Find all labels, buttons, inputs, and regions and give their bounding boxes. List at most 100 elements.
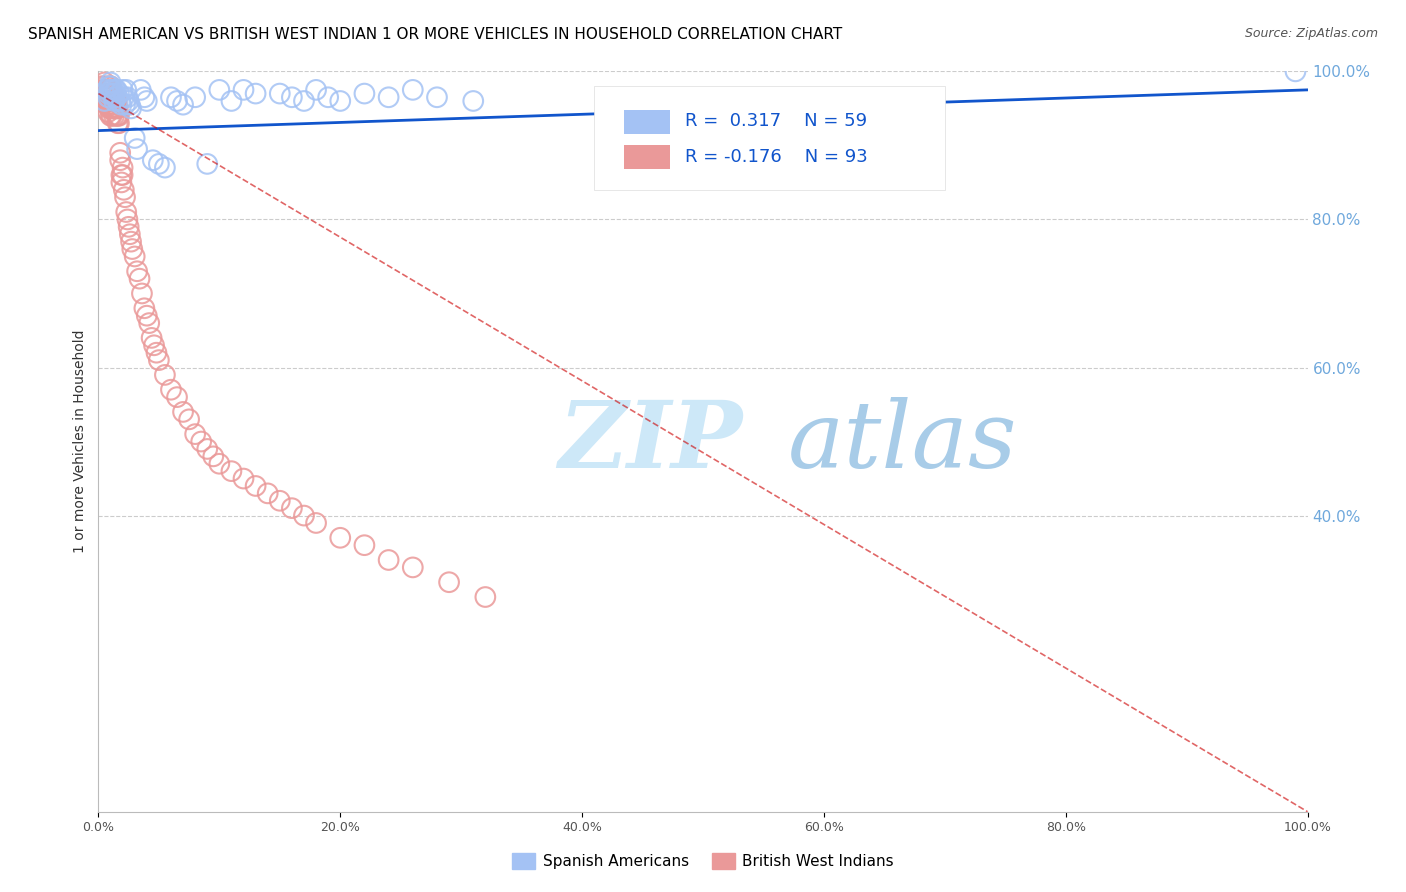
Text: atlas: atlas <box>787 397 1017 486</box>
Point <box>172 405 194 419</box>
Point <box>316 90 339 104</box>
Point <box>104 94 127 108</box>
Point <box>93 75 115 89</box>
Point <box>101 87 124 101</box>
Point <box>377 553 399 567</box>
Point <box>184 427 207 442</box>
Text: Source: ZipAtlas.com: Source: ZipAtlas.com <box>1244 27 1378 40</box>
Point <box>100 102 122 116</box>
Point <box>105 90 128 104</box>
Point <box>93 83 115 97</box>
Point <box>124 131 146 145</box>
Point <box>101 87 124 101</box>
Point <box>97 97 120 112</box>
Point <box>148 353 170 368</box>
Point <box>474 590 496 604</box>
Point <box>120 102 142 116</box>
Point <box>117 212 139 227</box>
Point <box>97 105 120 120</box>
Point <box>232 83 254 97</box>
Point <box>142 153 165 168</box>
Point <box>179 412 201 426</box>
Point <box>101 102 124 116</box>
Point <box>128 271 150 285</box>
Point <box>148 157 170 171</box>
Point <box>437 575 460 590</box>
Point <box>463 94 485 108</box>
Point <box>98 79 121 94</box>
Point <box>107 102 129 116</box>
Text: R = -0.176    N = 93: R = -0.176 N = 93 <box>685 147 868 166</box>
Point <box>118 97 141 112</box>
Point <box>107 116 129 130</box>
Point <box>97 83 120 97</box>
Point <box>292 94 315 108</box>
Point <box>98 83 121 97</box>
Point <box>281 90 304 104</box>
Point <box>402 560 425 574</box>
Point <box>100 83 122 97</box>
Y-axis label: 1 or more Vehicles in Household: 1 or more Vehicles in Household <box>73 330 87 553</box>
Point <box>96 97 118 112</box>
Point <box>256 486 278 500</box>
Point <box>129 83 152 97</box>
Point <box>115 205 138 219</box>
Point <box>190 434 212 449</box>
Point <box>94 79 117 94</box>
Point <box>232 471 254 485</box>
Point <box>1284 64 1306 78</box>
Point <box>105 109 128 123</box>
Point <box>94 94 117 108</box>
Point <box>100 109 122 123</box>
Point <box>108 116 131 130</box>
Point <box>101 94 124 108</box>
Point <box>184 90 207 104</box>
Point <box>96 83 118 97</box>
Point <box>281 501 304 516</box>
Text: ZIP: ZIP <box>558 397 742 486</box>
Point <box>96 83 118 97</box>
Point <box>153 368 176 382</box>
Point <box>134 301 156 316</box>
Point <box>172 97 194 112</box>
Point <box>134 90 156 104</box>
Point <box>100 87 122 101</box>
Point <box>195 157 218 171</box>
Point <box>96 90 118 104</box>
Point <box>118 227 141 242</box>
Point <box>97 87 120 101</box>
Point <box>91 87 114 101</box>
Bar <box>624 110 671 134</box>
Point <box>100 87 122 101</box>
Point <box>105 102 128 116</box>
Point <box>105 83 128 97</box>
Point <box>100 94 122 108</box>
Point <box>121 242 143 256</box>
Point <box>104 102 127 116</box>
Point <box>402 83 425 97</box>
Point <box>108 87 131 101</box>
Point <box>100 102 122 116</box>
Point <box>108 109 131 123</box>
Point <box>166 390 188 404</box>
Point <box>103 109 125 123</box>
Point <box>110 175 132 190</box>
Point <box>100 87 122 101</box>
Point <box>107 109 129 123</box>
Point <box>104 87 127 101</box>
Point <box>353 538 375 552</box>
Point <box>143 338 166 352</box>
Point <box>120 235 142 249</box>
Text: R =  0.317    N = 59: R = 0.317 N = 59 <box>685 112 868 130</box>
Point <box>100 109 122 123</box>
Point <box>377 90 399 104</box>
Point <box>97 90 120 104</box>
Point <box>112 183 135 197</box>
Point <box>329 94 352 108</box>
Point <box>111 83 134 97</box>
Point <box>105 94 128 108</box>
Point <box>98 94 121 108</box>
Point <box>100 94 122 108</box>
Point <box>292 508 315 523</box>
Point <box>221 94 243 108</box>
